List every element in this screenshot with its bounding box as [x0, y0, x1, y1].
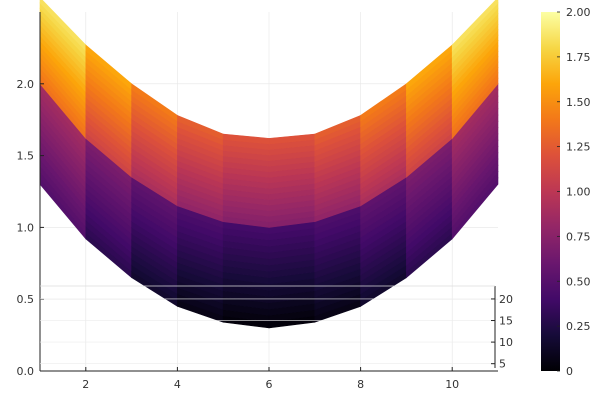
y-tick-label: 2.0: [17, 78, 35, 91]
colorbar: 0 0.25 0.50 0.75 1.00 1.25 1.50 1.75 2.00: [541, 6, 591, 378]
colorbar-tick-label: 1.50: [566, 96, 591, 109]
x-tick-label: 4: [174, 378, 181, 391]
inset-tick-label: 5: [499, 358, 506, 371]
y-tick-label: 1.0: [17, 221, 35, 234]
surface-bands: [39, 0, 499, 329]
colorbar-tick-label: 1.25: [566, 141, 591, 154]
colorbar-tick-label: 2.00: [566, 6, 591, 19]
axes: 2 4 6 8 10 0.0 0.5 1.0 1.5 2.0: [17, 12, 498, 391]
surface-0: [39, 82, 499, 329]
surface-1: [39, 0, 499, 228]
inset-tick-label: 20: [499, 293, 513, 306]
inset-axis: 5 10 15 20: [40, 285, 513, 371]
inset-tick-label: 15: [499, 315, 513, 328]
x-tick-label: 10: [445, 378, 459, 391]
surface-cell: [451, 0, 499, 52]
colorbar-tick-label: 0.25: [566, 320, 591, 333]
colorbar-tick-label: 0.50: [566, 275, 591, 288]
x-tick-label: 2: [82, 378, 89, 391]
y-tick-label: 0.5: [17, 293, 35, 306]
colorbar-tick-label: 0.75: [566, 230, 591, 243]
colorbar-tick-label: 0: [566, 365, 573, 378]
colorbar-gradient: [541, 12, 560, 371]
y-tick-label: 1.5: [17, 150, 35, 163]
colorbar-tick-label: 1.00: [566, 186, 591, 199]
colorbar-tick-label: 1.75: [566, 51, 591, 64]
inset-tick-label: 10: [499, 336, 513, 349]
y-tick-label: 0.0: [17, 365, 35, 378]
x-tick-label: 6: [266, 378, 273, 391]
x-tick-label: 8: [357, 378, 364, 391]
